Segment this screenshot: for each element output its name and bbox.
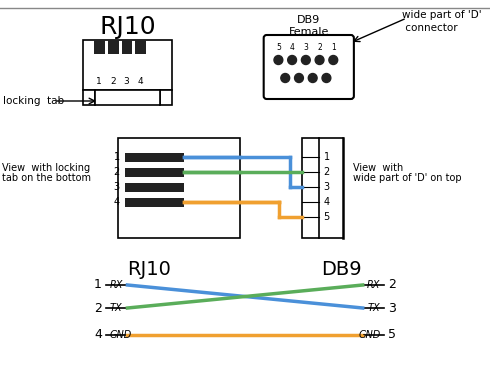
Text: 1: 1 xyxy=(331,43,336,52)
Circle shape xyxy=(274,55,283,64)
Bar xyxy=(84,40,172,90)
FancyBboxPatch shape xyxy=(264,35,354,99)
Text: DB9
Female: DB9 Female xyxy=(288,15,329,38)
Text: 2: 2 xyxy=(110,77,116,86)
Text: 4: 4 xyxy=(138,77,143,86)
Text: View  with: View with xyxy=(353,163,403,173)
Text: 5: 5 xyxy=(388,329,396,341)
Bar xyxy=(94,40,105,54)
Text: wide part of 'D' on top: wide part of 'D' on top xyxy=(353,173,462,183)
Text: wide part of 'D'
 connector: wide part of 'D' connector xyxy=(402,10,481,33)
Circle shape xyxy=(281,74,289,83)
Text: RX: RX xyxy=(367,280,380,290)
Circle shape xyxy=(329,55,338,64)
Text: RJ10: RJ10 xyxy=(127,260,171,279)
Text: 1: 1 xyxy=(114,152,119,162)
Text: 3: 3 xyxy=(124,77,130,86)
Circle shape xyxy=(322,74,331,83)
Text: 2: 2 xyxy=(388,279,396,291)
Bar xyxy=(122,40,132,54)
Circle shape xyxy=(302,55,310,64)
Text: 1: 1 xyxy=(96,77,102,86)
Bar xyxy=(95,90,160,105)
Text: RX: RX xyxy=(110,280,123,290)
Text: 4: 4 xyxy=(114,197,119,207)
Circle shape xyxy=(308,74,317,83)
Text: 4: 4 xyxy=(324,197,330,207)
Bar xyxy=(126,153,184,162)
Text: 3: 3 xyxy=(114,182,119,192)
Circle shape xyxy=(294,74,304,83)
Text: 1: 1 xyxy=(324,152,330,162)
Text: locking  tab: locking tab xyxy=(3,96,64,106)
Text: GND: GND xyxy=(358,330,380,340)
Bar xyxy=(126,198,184,207)
Bar xyxy=(160,90,172,105)
Text: View  with locking: View with locking xyxy=(2,163,90,173)
Text: TX: TX xyxy=(368,303,380,313)
Bar xyxy=(84,90,95,105)
Circle shape xyxy=(288,55,296,64)
Text: 5: 5 xyxy=(324,212,330,222)
Text: 3: 3 xyxy=(304,43,308,52)
Circle shape xyxy=(315,55,324,64)
Text: 1: 1 xyxy=(94,279,102,291)
Text: 4: 4 xyxy=(290,43,294,52)
Bar xyxy=(136,40,146,54)
Text: 2: 2 xyxy=(317,43,322,52)
Text: 3: 3 xyxy=(324,182,330,192)
Bar xyxy=(108,40,118,54)
Text: 2: 2 xyxy=(94,302,102,315)
Text: 2: 2 xyxy=(114,167,119,177)
Bar xyxy=(126,183,184,192)
Text: tab on the bottom: tab on the bottom xyxy=(2,173,91,183)
Text: RJ10: RJ10 xyxy=(99,15,156,39)
Bar xyxy=(118,138,240,238)
Text: 4: 4 xyxy=(94,329,102,341)
Text: TX: TX xyxy=(110,303,122,313)
Text: 3: 3 xyxy=(388,302,396,315)
Bar xyxy=(126,168,184,177)
Bar xyxy=(302,138,318,238)
Text: 2: 2 xyxy=(324,167,330,177)
Text: 5: 5 xyxy=(276,43,281,52)
Text: DB9: DB9 xyxy=(321,260,362,279)
Text: GND: GND xyxy=(110,330,132,340)
